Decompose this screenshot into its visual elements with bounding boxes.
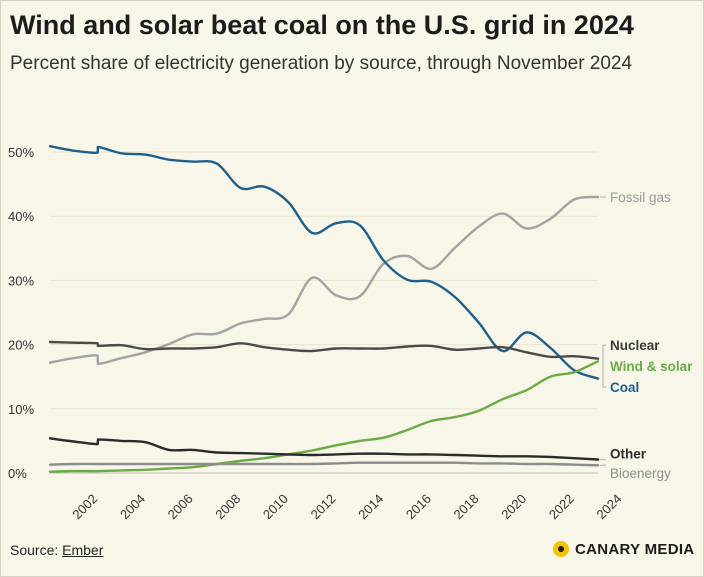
series-line-coal [48, 145, 600, 380]
y-tick-label: 20% [8, 338, 34, 353]
label-other: Other [610, 447, 647, 462]
x-tick-label: 2008 [212, 491, 243, 522]
x-tick-label: 2010 [260, 491, 291, 522]
x-tick-label: 2014 [355, 491, 386, 522]
label-wind-solar: Wind & solar [610, 359, 693, 374]
x-tick-label: 2024 [594, 491, 625, 522]
source-note: Source: Ember [10, 542, 103, 558]
y-tick-label: 30% [8, 273, 34, 288]
label-bracket [602, 344, 606, 388]
x-tick-label: 2018 [451, 491, 482, 522]
x-tick-label: 2006 [165, 491, 196, 522]
series-line-wind-solar [48, 360, 600, 473]
x-tick-label: 2020 [498, 491, 529, 522]
y-tick-label: 50% [8, 145, 34, 160]
label-nuclear: Nuclear [610, 338, 660, 353]
series-line-nuclear [48, 340, 600, 360]
label-fossil-gas: Fossil gas [610, 190, 671, 205]
series-line-bioenergy [48, 461, 600, 467]
chart-subtitle: Percent share of electricity generation … [10, 53, 633, 74]
brand-logo: CANARY MEDIA [553, 538, 694, 560]
series-line-fossil-gas [48, 195, 600, 366]
brand-name: CANARY MEDIA [575, 540, 695, 558]
y-tick-label: 40% [8, 209, 34, 224]
x-tick-label: 2022 [546, 491, 577, 522]
y-tick-label: 10% [8, 402, 34, 417]
y-tick-label: 0% [8, 466, 27, 481]
canary-logo-icon [553, 541, 569, 557]
x-tick-label: 2004 [117, 491, 148, 522]
x-tick-label: 2016 [403, 491, 434, 522]
x-tick-label: 2012 [308, 491, 339, 522]
source-label: Source: [10, 542, 59, 558]
label-bioenergy: Bioenergy [610, 466, 671, 481]
series-line-other [48, 437, 600, 461]
chart-title: Wind and solar beat coal on the U.S. gri… [10, 10, 634, 40]
label-coal: Coal [610, 380, 639, 395]
source-link[interactable]: Ember [62, 542, 104, 558]
x-tick-label: 2002 [69, 491, 100, 522]
